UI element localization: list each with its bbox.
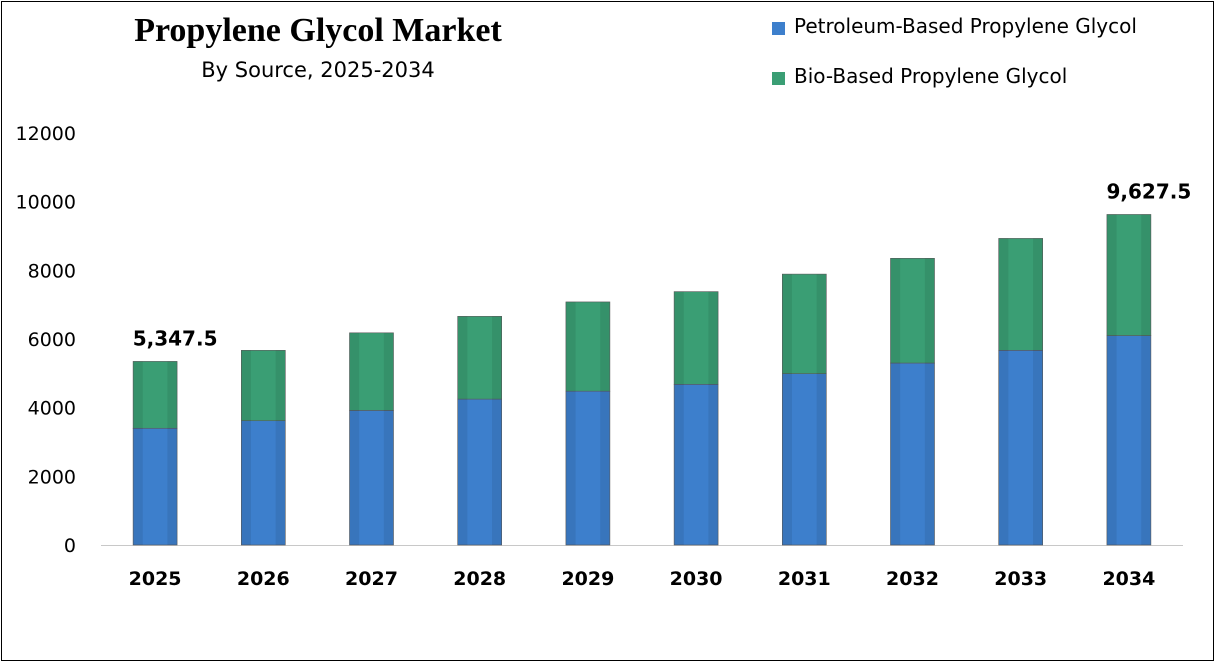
- x-tick-label-2026: 2026: [237, 568, 290, 590]
- x-tick-label-2028: 2028: [453, 568, 506, 590]
- x-tick-label-2032: 2032: [886, 568, 939, 590]
- bar-bio-2028: [457, 316, 503, 400]
- y-tick-label-2000: 2000: [28, 466, 76, 488]
- bar-shade-right-2026: [275, 350, 286, 545]
- bar-shade-left-2030: [674, 291, 684, 545]
- bar-shade-right-2032: [924, 258, 935, 545]
- bar-petroleum-2032: [890, 362, 935, 546]
- x-tick-label-2025: 2025: [129, 568, 182, 590]
- bar-petroleum-2027: [349, 410, 394, 546]
- chart-title: Propylene Glycol Market: [134, 12, 502, 49]
- bar-bio-2029: [565, 301, 611, 392]
- bar-shade-left-2028: [457, 316, 468, 545]
- bar-shade-left-2025: [133, 361, 143, 545]
- bar-shade-left-2034: [1106, 214, 1117, 546]
- bar-shade-right-2028: [492, 316, 502, 545]
- bar-shade-right-2031: [816, 274, 827, 545]
- bar-shade-left-2032: [890, 258, 901, 545]
- bar-shade-right-2029: [600, 301, 610, 545]
- bar-bio-2034: [1106, 214, 1152, 336]
- bar-petroleum-2031: [781, 373, 827, 546]
- y-tick-label-6000: 6000: [28, 329, 76, 351]
- legend-label-petroleum: Petroleum-Based Propylene Glycol: [794, 14, 1137, 38]
- x-tick-label-2034: 2034: [1102, 568, 1155, 590]
- x-tick-label-2027: 2027: [345, 568, 398, 590]
- y-tick-label-8000: 8000: [28, 260, 76, 282]
- bar-shade-right-2033: [1033, 238, 1043, 546]
- bar-shade-left-2033: [998, 238, 1009, 546]
- bar-petroleum-2026: [241, 420, 286, 546]
- legend-swatch-bio: [772, 72, 785, 85]
- bar-shade-left-2029: [565, 301, 576, 545]
- bar-petroleum-2033: [998, 350, 1044, 546]
- y-tick-label-12000: 12000: [16, 123, 76, 145]
- chart-subtitle: By Source, 2025-2034: [201, 58, 435, 82]
- bar-shade-left-2026: [241, 350, 251, 545]
- x-tick-label-2029: 2029: [561, 568, 614, 590]
- x-tick-label-2030: 2030: [670, 568, 723, 590]
- bar-bio-2031: [781, 273, 827, 374]
- x-tick-label-2031: 2031: [778, 568, 831, 590]
- legend-swatch-petroleum: [772, 22, 785, 35]
- y-tick-label-4000: 4000: [28, 398, 76, 420]
- bar-petroleum-2030: [673, 384, 719, 546]
- data-label-2034: 9,627.5: [1107, 179, 1192, 203]
- x-tick-label-2033: 2033: [994, 568, 1047, 590]
- bar-shade-right-2027: [383, 332, 394, 545]
- bar-shade-right-2034: [1141, 214, 1151, 546]
- bar-shade-left-2031: [782, 274, 792, 545]
- y-tick-label-0: 0: [64, 535, 76, 557]
- bar-shade-left-2027: [349, 332, 360, 545]
- bar-bio-2032: [890, 258, 935, 364]
- data-label-2025: 5,347.5: [133, 326, 218, 350]
- bar-petroleum-2029: [565, 390, 611, 546]
- bar-bio-2025: [132, 361, 178, 429]
- legend-label-bio: Bio-Based Propylene Glycol: [794, 64, 1068, 88]
- bar-shade-right-2030: [708, 291, 719, 545]
- bar-bio-2027: [349, 332, 394, 411]
- bar-bio-2030: [673, 291, 719, 385]
- bar-shade-right-2025: [167, 361, 178, 545]
- bar-bio-2026: [241, 350, 286, 422]
- bar-petroleum-2034: [1106, 335, 1152, 546]
- bar-bio-2033: [998, 238, 1044, 351]
- y-tick-label-10000: 10000: [16, 192, 76, 214]
